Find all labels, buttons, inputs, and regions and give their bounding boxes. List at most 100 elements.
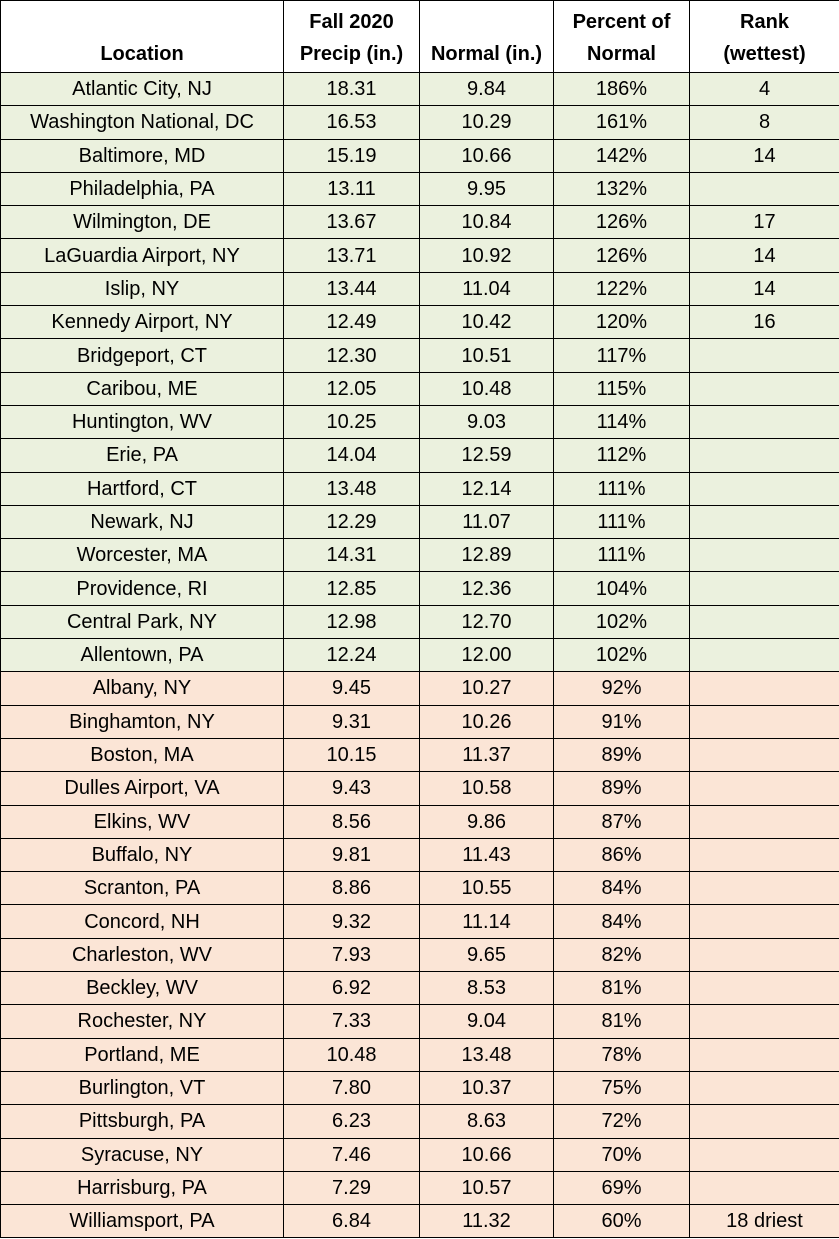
- header-cell: Location: [0, 0, 284, 73]
- table-cell: 115%: [553, 371, 690, 406]
- table-cell: 81%: [553, 971, 690, 1006]
- table-cell: 4: [689, 71, 839, 107]
- table-row: Scranton, PA 8.86 10.55 84%: [0, 871, 839, 906]
- table-cell: 14: [689, 271, 839, 307]
- table-row: Erie, PA 14.04 12.59 112%: [0, 438, 839, 473]
- table-cell: 9.03: [419, 404, 554, 440]
- table-cell: 7.29: [283, 1170, 420, 1206]
- table-cell: 9.95: [419, 171, 554, 207]
- table-row: Buffalo, NY 9.81 11.43 86%: [0, 837, 839, 873]
- header-cell: Fall 2020 Precip (in.): [283, 0, 420, 73]
- table-cell: 10.48: [283, 1037, 420, 1072]
- table-cell: 142%: [553, 138, 690, 173]
- table-row: Burlington, VT 7.80 10.37 75%: [0, 1070, 839, 1106]
- table-cell: 13.48: [419, 1037, 554, 1072]
- table-cell: 10.58: [419, 771, 554, 806]
- table-cell: 7.80: [283, 1070, 420, 1106]
- table-cell: 10.15: [283, 737, 420, 773]
- table-cell: 12.59: [419, 438, 554, 473]
- table-cell: 11.37: [419, 737, 554, 773]
- table-cell: 82%: [553, 937, 690, 973]
- table-cell: 14: [689, 238, 839, 273]
- table-cell: Syracuse, NY: [0, 1137, 284, 1172]
- table-cell: Pittsburgh, PA: [0, 1104, 284, 1139]
- table-row: Pittsburgh, PA 6.23 8.63 72%: [0, 1104, 839, 1139]
- table-cell: 111%: [553, 504, 690, 540]
- table-cell: 8.53: [419, 971, 554, 1006]
- table-row: Central Park, NY 12.98 12.70 102%: [0, 604, 839, 640]
- table-cell: Charleston, WV: [0, 937, 284, 973]
- table-cell: 6.23: [283, 1104, 420, 1139]
- table-cell: 10.92: [419, 238, 554, 273]
- table-cell: Portland, ME: [0, 1037, 284, 1072]
- table-cell: 84%: [553, 904, 690, 939]
- table-cell: 78%: [553, 1037, 690, 1072]
- table-cell: 18 driest: [689, 1204, 839, 1239]
- table-cell: 10.55: [419, 871, 554, 906]
- empty-cell: [689, 338, 839, 373]
- empty-cell: [689, 671, 839, 706]
- table-row: Providence, RI 12.85 12.36 104%: [0, 571, 839, 606]
- table-cell: 12.00: [419, 638, 554, 673]
- table-cell: 12.24: [283, 638, 420, 673]
- table-row: Islip, NY 13.44 11.04 122% 14: [0, 271, 839, 307]
- table-row: Charleston, WV 7.93 9.65 82%: [0, 937, 839, 973]
- table-cell: Erie, PA: [0, 438, 284, 473]
- empty-cell: [689, 604, 839, 640]
- table-cell: Beckley, WV: [0, 971, 284, 1006]
- table-cell: 7.33: [283, 1004, 420, 1039]
- table-cell: Philadelphia, PA: [0, 171, 284, 207]
- table-row: Binghamton, NY 9.31 10.26 91%: [0, 704, 839, 739]
- table-cell: 126%: [553, 238, 690, 273]
- empty-cell: [689, 1037, 839, 1072]
- table-cell: 16: [689, 305, 839, 340]
- table-row: Baltimore, MD 15.19 10.66 142% 14: [0, 138, 839, 173]
- table-cell: 86%: [553, 837, 690, 873]
- table-cell: 111%: [553, 538, 690, 573]
- table-row: Harrisburg, PA 7.29 10.57 69%: [0, 1170, 839, 1206]
- table-cell: 60%: [553, 1204, 690, 1239]
- table-cell: 12.85: [283, 571, 420, 606]
- table-cell: 84%: [553, 871, 690, 906]
- table-cell: 132%: [553, 171, 690, 207]
- empty-cell: [689, 837, 839, 873]
- empty-cell: [689, 504, 839, 540]
- empty-cell: [689, 571, 839, 606]
- table-cell: 13.71: [283, 238, 420, 273]
- table-cell: 10.25: [283, 404, 420, 440]
- table-cell: Providence, RI: [0, 571, 284, 606]
- table-row: Atlantic City, NJ 18.31 9.84 186% 4: [0, 71, 839, 107]
- table-cell: 14.31: [283, 538, 420, 573]
- table-cell: 7.46: [283, 1137, 420, 1172]
- table-row: Syracuse, NY 7.46 10.66 70%: [0, 1137, 839, 1172]
- table-cell: 75%: [553, 1070, 690, 1106]
- table-row: Philadelphia, PA 13.11 9.95 132%: [0, 171, 839, 207]
- table-cell: Worcester, MA: [0, 538, 284, 573]
- table-cell: 81%: [553, 1004, 690, 1039]
- header-row: Location Fall 2020 Precip (in.) Normal (in…: [0, 0, 839, 73]
- empty-cell: [689, 971, 839, 1006]
- table-cell: 13.44: [283, 271, 420, 307]
- table-row: Rochester, NY 7.33 9.04 81%: [0, 1004, 839, 1039]
- table-cell: 112%: [553, 438, 690, 473]
- table-cell: 70%: [553, 1137, 690, 1172]
- table-cell: Baltimore, MD: [0, 138, 284, 173]
- table-cell: 12.70: [419, 604, 554, 640]
- table-cell: Wilmington, DE: [0, 205, 284, 240]
- table-row: Hartford, CT 13.48 12.14 111%: [0, 471, 839, 506]
- table-cell: Central Park, NY: [0, 604, 284, 640]
- empty-cell: [689, 471, 839, 506]
- table-row: Albany, NY 9.45 10.27 92%: [0, 671, 839, 706]
- table-cell: 186%: [553, 71, 690, 107]
- table-cell: Caribou, ME: [0, 371, 284, 406]
- table-row: Elkins, WV 8.56 9.86 87%: [0, 804, 839, 839]
- empty-cell: [689, 638, 839, 673]
- table-cell: 10.84: [419, 205, 554, 240]
- table-cell: 6.92: [283, 971, 420, 1006]
- empty-cell: [689, 771, 839, 806]
- empty-cell: [689, 404, 839, 440]
- table-cell: 126%: [553, 205, 690, 240]
- table-cell: 9.86: [419, 804, 554, 839]
- table-cell: 10.27: [419, 671, 554, 706]
